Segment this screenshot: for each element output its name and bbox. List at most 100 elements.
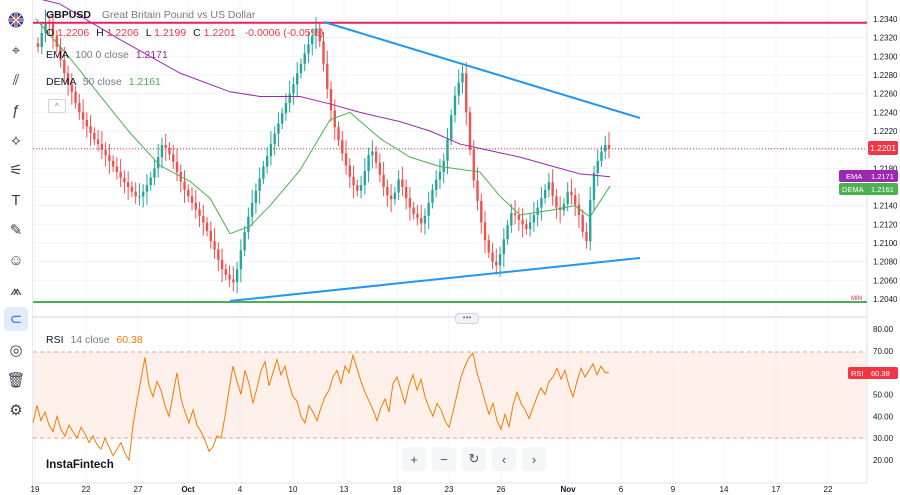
y-tick-label: 1.2320 (873, 34, 898, 43)
ema-tag-value: 1.2171 (871, 172, 894, 181)
dema-tag-label: DEMA (842, 185, 864, 194)
rsi-legend[interactable]: RSI 14 close 60.38 (46, 334, 143, 346)
candle (513, 213, 517, 215)
reset-icon[interactable]: ↻ (462, 447, 486, 471)
ema-line (41, 0, 611, 178)
x-tick-label: 22 (82, 485, 91, 494)
candle (292, 84, 295, 94)
candle (483, 222, 487, 241)
magnet-icon[interactable]: ⊂ (4, 307, 28, 331)
candle (119, 172, 122, 178)
measure-icon[interactable]: ⚟ (9, 162, 23, 179)
y-tick-label: 1.2080 (873, 258, 898, 267)
candle (510, 213, 513, 226)
trash-icon[interactable]: 🗑 (6, 372, 26, 389)
forecast-icon[interactable]: ⩕ (10, 281, 22, 299)
candle (532, 215, 536, 223)
upper-trend-line[interactable] (323, 21, 641, 119)
c-value: 1.2201 (203, 27, 236, 39)
settings-icon[interactable]: ⚙ (9, 402, 23, 419)
candle (66, 73, 70, 85)
candle (296, 73, 299, 85)
scroll-left-icon[interactable]: ‹ (492, 447, 516, 471)
candle (307, 44, 310, 54)
candle (592, 173, 596, 201)
rsi-tag-value: 60.38 (871, 369, 890, 378)
text-icon[interactable]: T (11, 191, 21, 209)
candle (262, 166, 265, 179)
candle (141, 191, 145, 197)
candle (164, 145, 167, 148)
crosshair-icon[interactable]: ⌖ (11, 41, 21, 59)
candle (269, 144, 273, 157)
brush-icon[interactable]: ✎ (9, 222, 23, 239)
o-value: 1.2206 (57, 27, 90, 39)
ohlc-legend: O 1.2206 H 1.2206 L 1.2199 C 1.2201 -0.0… (46, 27, 323, 39)
ema-legend-name: EMA (46, 49, 69, 61)
candle (70, 84, 74, 92)
c-label: C (193, 27, 201, 39)
rsi-series (32, 351, 609, 462)
candle (566, 191, 569, 204)
candle (525, 224, 528, 229)
candle (442, 160, 445, 173)
rsi-tag-label: RSI (851, 369, 864, 378)
candle (217, 249, 220, 260)
candle (434, 179, 438, 190)
candle (472, 149, 475, 181)
x-tick-label: 22 (824, 485, 833, 494)
candle (235, 269, 239, 283)
candle (450, 115, 453, 140)
emoji-icon[interactable]: ☺ (8, 251, 24, 269)
pane-resize-handle[interactable]: ••• (455, 313, 479, 324)
candle (367, 155, 370, 172)
fib-icon[interactable]: ƒ (11, 101, 21, 119)
ema-legend[interactable]: EMA 100 0 close 1.2171 (46, 49, 168, 61)
zoom-in-icon[interactable]: + (402, 447, 426, 471)
l-label: L (145, 27, 152, 39)
rsi-y-tick-label: 30.00 (873, 434, 894, 443)
trend-line-icon[interactable]: ⫽ (12, 71, 20, 89)
ema-tag-label: EMA (846, 172, 862, 181)
candle (577, 204, 581, 215)
x-tick-label: 10 (289, 485, 298, 494)
min-marker: MIN (851, 296, 862, 302)
candle (446, 139, 449, 161)
x-tick-label: 26 (497, 485, 506, 494)
candle (108, 155, 111, 161)
symbol[interactable]: GBPUSD (46, 9, 91, 21)
dema-legend-params: 50 close (82, 76, 122, 88)
candle (250, 202, 254, 217)
l-value: 1.2199 (154, 27, 187, 39)
y-tick-label: 1.2220 (873, 127, 898, 136)
y-tick-label: 1.2140 (873, 202, 898, 211)
candle (419, 217, 423, 224)
hide-drawings-icon[interactable]: ◎ (9, 342, 23, 359)
candle (104, 149, 107, 156)
candle (600, 151, 603, 161)
candle (457, 82, 460, 96)
candle (573, 195, 577, 205)
zoom-out-icon[interactable]: − (432, 447, 456, 471)
candle (311, 35, 314, 45)
x-tick-label: 4 (238, 485, 243, 494)
y-tick-label: 1.2280 (873, 71, 898, 80)
candle (111, 160, 115, 167)
candle (465, 73, 468, 113)
scroll-right-icon[interactable]: › (522, 447, 546, 471)
lower-trend-line[interactable] (229, 257, 641, 302)
pattern-icon[interactable]: ⟡ (11, 131, 21, 149)
uk-flag-icon[interactable] (4, 8, 28, 32)
candle (389, 195, 393, 200)
rsi-line (32, 351, 609, 462)
candle (476, 180, 479, 201)
candle (401, 179, 404, 187)
ema-tag (839, 170, 898, 182)
candle (438, 172, 442, 180)
collapse-legend-button[interactable]: ^ (48, 99, 66, 113)
dema-legend[interactable]: DEMA 50 close 1.2161 (46, 76, 161, 88)
logo: InstaFintech (46, 459, 114, 471)
rsi-tag (848, 367, 898, 379)
y-tick-label: 1.2120 (873, 220, 898, 229)
